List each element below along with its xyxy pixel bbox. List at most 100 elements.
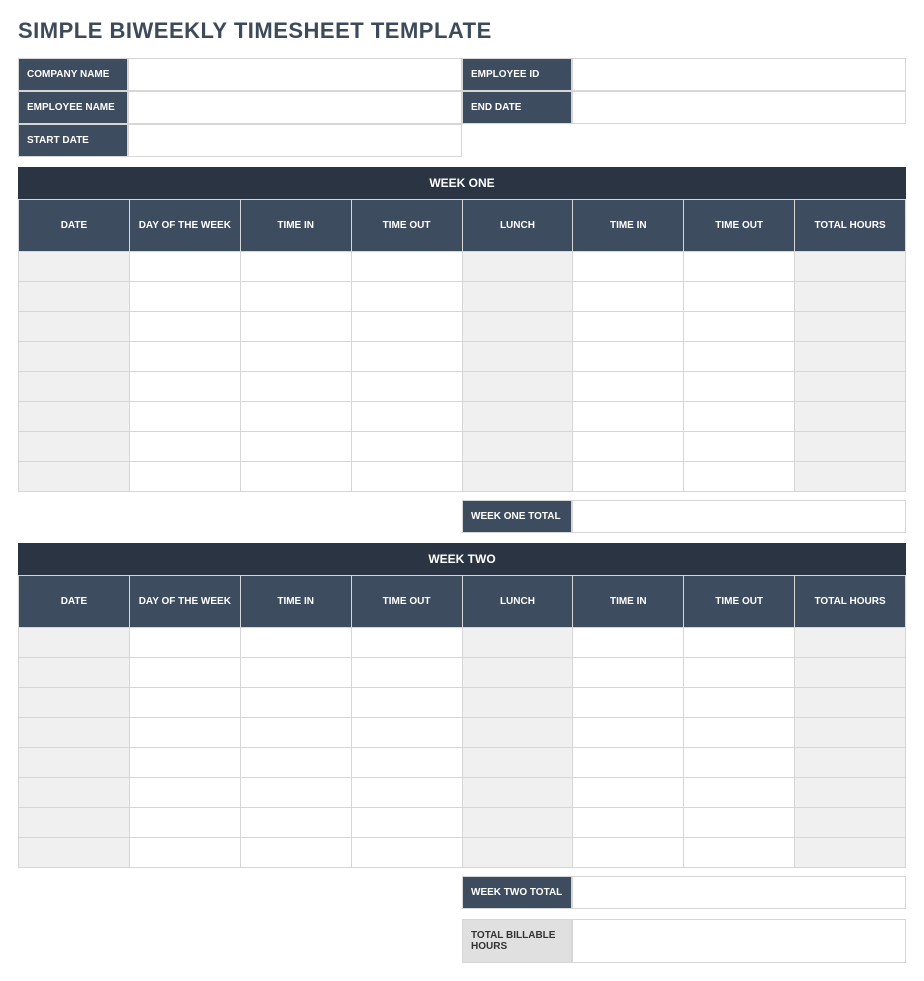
table-cell[interactable] xyxy=(240,342,351,372)
table-cell[interactable] xyxy=(573,628,684,658)
table-cell[interactable] xyxy=(462,718,573,748)
table-cell[interactable] xyxy=(573,808,684,838)
table-cell[interactable] xyxy=(19,462,130,492)
table-cell[interactable] xyxy=(684,628,795,658)
table-cell[interactable] xyxy=(573,658,684,688)
table-cell[interactable] xyxy=(684,808,795,838)
table-cell[interactable] xyxy=(129,718,240,748)
table-cell[interactable] xyxy=(795,628,906,658)
table-cell[interactable] xyxy=(19,342,130,372)
table-cell[interactable] xyxy=(240,372,351,402)
table-cell[interactable] xyxy=(129,342,240,372)
week-two-total-value[interactable] xyxy=(572,876,906,909)
table-cell[interactable] xyxy=(19,628,130,658)
table-cell[interactable] xyxy=(129,658,240,688)
table-cell[interactable] xyxy=(462,372,573,402)
table-cell[interactable] xyxy=(351,628,462,658)
table-cell[interactable] xyxy=(19,748,130,778)
table-cell[interactable] xyxy=(573,462,684,492)
table-cell[interactable] xyxy=(19,282,130,312)
table-cell[interactable] xyxy=(573,252,684,282)
table-cell[interactable] xyxy=(351,838,462,868)
table-cell[interactable] xyxy=(240,402,351,432)
table-cell[interactable] xyxy=(462,282,573,312)
table-cell[interactable] xyxy=(351,688,462,718)
table-cell[interactable] xyxy=(573,838,684,868)
table-cell[interactable] xyxy=(351,778,462,808)
table-cell[interactable] xyxy=(129,688,240,718)
table-cell[interactable] xyxy=(240,282,351,312)
table-cell[interactable] xyxy=(129,282,240,312)
table-cell[interactable] xyxy=(240,808,351,838)
table-cell[interactable] xyxy=(19,432,130,462)
table-cell[interactable] xyxy=(573,282,684,312)
table-cell[interactable] xyxy=(462,462,573,492)
table-cell[interactable] xyxy=(19,402,130,432)
week-one-total-value[interactable] xyxy=(572,500,906,533)
table-cell[interactable] xyxy=(795,402,906,432)
table-cell[interactable] xyxy=(240,312,351,342)
table-cell[interactable] xyxy=(573,688,684,718)
table-cell[interactable] xyxy=(684,748,795,778)
table-cell[interactable] xyxy=(462,432,573,462)
table-cell[interactable] xyxy=(795,808,906,838)
table-cell[interactable] xyxy=(240,838,351,868)
table-cell[interactable] xyxy=(240,778,351,808)
table-cell[interactable] xyxy=(795,688,906,718)
table-cell[interactable] xyxy=(684,252,795,282)
table-cell[interactable] xyxy=(351,372,462,402)
table-cell[interactable] xyxy=(684,658,795,688)
table-cell[interactable] xyxy=(462,808,573,838)
table-cell[interactable] xyxy=(573,718,684,748)
total-billable-value[interactable] xyxy=(572,919,906,963)
table-cell[interactable] xyxy=(240,658,351,688)
table-cell[interactable] xyxy=(351,252,462,282)
table-cell[interactable] xyxy=(795,252,906,282)
table-cell[interactable] xyxy=(19,688,130,718)
table-cell[interactable] xyxy=(19,658,130,688)
table-cell[interactable] xyxy=(19,312,130,342)
table-cell[interactable] xyxy=(684,778,795,808)
table-cell[interactable] xyxy=(462,402,573,432)
table-cell[interactable] xyxy=(684,718,795,748)
table-cell[interactable] xyxy=(351,808,462,838)
table-cell[interactable] xyxy=(462,628,573,658)
table-cell[interactable] xyxy=(351,432,462,462)
table-cell[interactable] xyxy=(351,658,462,688)
table-cell[interactable] xyxy=(351,282,462,312)
table-cell[interactable] xyxy=(573,748,684,778)
table-cell[interactable] xyxy=(684,342,795,372)
employee-id-field[interactable] xyxy=(572,58,906,91)
table-cell[interactable] xyxy=(684,372,795,402)
table-cell[interactable] xyxy=(19,838,130,868)
table-cell[interactable] xyxy=(19,718,130,748)
table-cell[interactable] xyxy=(351,718,462,748)
table-cell[interactable] xyxy=(351,748,462,778)
table-cell[interactable] xyxy=(19,372,130,402)
table-cell[interactable] xyxy=(462,688,573,718)
table-cell[interactable] xyxy=(240,688,351,718)
table-cell[interactable] xyxy=(129,838,240,868)
table-cell[interactable] xyxy=(795,658,906,688)
table-cell[interactable] xyxy=(573,432,684,462)
table-cell[interactable] xyxy=(129,312,240,342)
table-cell[interactable] xyxy=(240,252,351,282)
table-cell[interactable] xyxy=(795,462,906,492)
table-cell[interactable] xyxy=(351,312,462,342)
table-cell[interactable] xyxy=(462,252,573,282)
table-cell[interactable] xyxy=(462,748,573,778)
table-cell[interactable] xyxy=(684,432,795,462)
table-cell[interactable] xyxy=(795,748,906,778)
table-cell[interactable] xyxy=(129,462,240,492)
table-cell[interactable] xyxy=(795,342,906,372)
table-cell[interactable] xyxy=(573,402,684,432)
company-name-field[interactable] xyxy=(128,58,462,91)
table-cell[interactable] xyxy=(573,778,684,808)
table-cell[interactable] xyxy=(129,808,240,838)
table-cell[interactable] xyxy=(19,808,130,838)
table-cell[interactable] xyxy=(795,282,906,312)
table-cell[interactable] xyxy=(129,372,240,402)
table-cell[interactable] xyxy=(240,748,351,778)
end-date-field[interactable] xyxy=(572,91,906,124)
table-cell[interactable] xyxy=(351,462,462,492)
